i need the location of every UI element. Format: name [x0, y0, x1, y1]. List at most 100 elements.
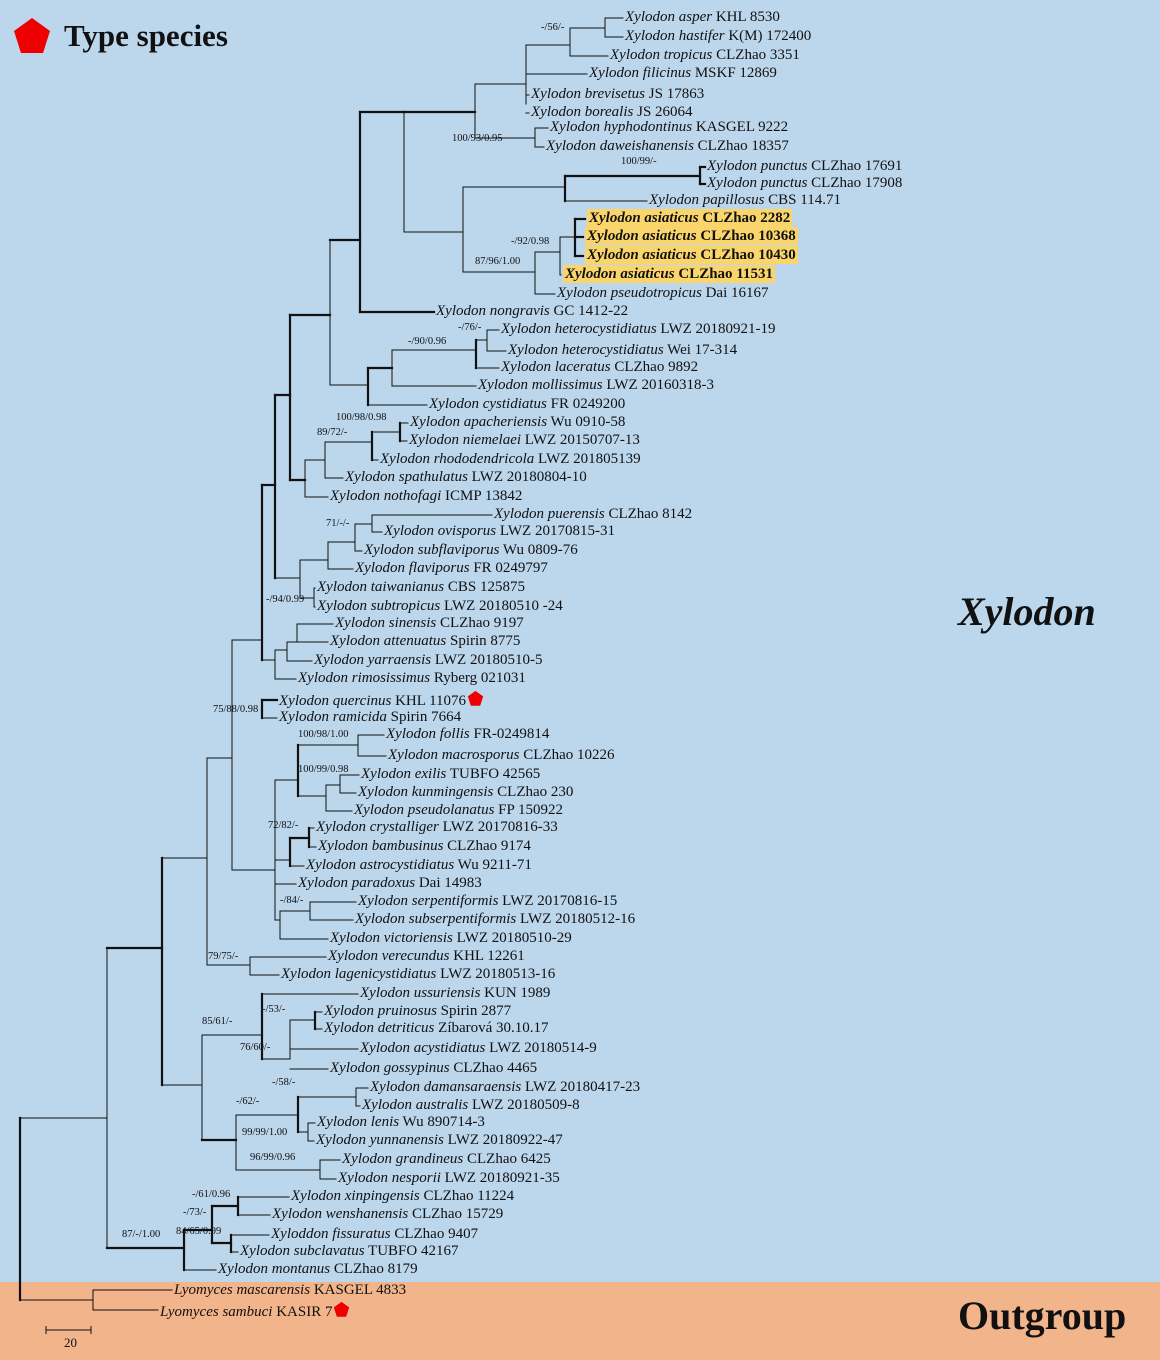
taxon-voucher: LWZ 20180509-8	[468, 1097, 580, 1113]
taxon-species-name: Xylodon tropicus	[610, 47, 713, 63]
support-value: 87/-/1.00	[122, 1229, 161, 1240]
taxon-label: Xylodon nesporii LWZ 20180921-35	[338, 1169, 560, 1187]
taxon-voucher: Wei 17-314	[663, 342, 738, 358]
taxon-label: Lyomyces sambuci KASIR 7	[160, 1301, 350, 1321]
taxon-label: Xylodon flaviporus FR 0249797	[355, 559, 548, 577]
taxon-label: Xylodon punctus CLZhao 17691	[707, 157, 902, 175]
taxon-voucher: CLZhao 8179	[330, 1261, 418, 1277]
taxon-species-name: Xylodon gossypinus	[330, 1060, 450, 1076]
taxon-voucher: LWZ 20180514-9	[485, 1040, 597, 1056]
taxon-label: Xylodon puerensis CLZhao 8142	[494, 505, 692, 523]
taxon-voucher: JS 26064	[633, 104, 693, 120]
taxon-species-name: Xylodon flaviporus	[355, 560, 470, 576]
taxon-species-name: Xylodon subclavatus	[240, 1243, 365, 1259]
taxon-voucher: LWZ 20180921-35	[440, 1170, 560, 1186]
type-species-pentagon-icon	[467, 690, 484, 706]
type-species-pentagon-icon	[334, 1301, 350, 1317]
taxon-species-name: Xylodon damansaraensis	[370, 1079, 522, 1095]
taxon-species-name: Xylodon rhododendricola	[380, 451, 535, 467]
taxon-species-name: Xylodon subflaviporus	[364, 542, 500, 558]
taxon-voucher: KASGEL 9222	[692, 119, 789, 135]
taxon-species-name: Xylodon pseudotropicus	[557, 285, 702, 301]
taxon-species-name: Xylodon ramicida	[279, 709, 387, 725]
taxon-species-name: Xylodon laceratus	[501, 359, 611, 375]
taxon-species-name: Xylodon victoriensis	[330, 930, 453, 946]
support-value: -/76/-	[458, 322, 482, 333]
taxon-voucher: CLZhao 9892	[610, 359, 699, 375]
taxon-species-name: Xylodon asiaticus	[587, 228, 697, 244]
taxon-label: Xylodon pruinosus Spirin 2877	[324, 1002, 511, 1020]
taxon-voucher: FR-0249814	[469, 726, 550, 742]
taxon-species-name: Xylodon paradoxus	[298, 875, 416, 891]
taxon-species-name: Xylodon niemelaei	[409, 432, 522, 448]
taxon-voucher: LWZ 20180510-29	[452, 930, 572, 946]
pentagon-icon	[14, 18, 50, 53]
taxon-species-name: Xylodon asper	[625, 9, 713, 25]
taxon-voucher: MSKF 12869	[691, 65, 777, 81]
taxon-label: Xylodon paradoxus Dai 14983	[298, 874, 482, 892]
support-value: 100/99/-	[621, 156, 657, 167]
taxon-label: Xylodon astrocystidiatus Wu 9211-71	[306, 856, 532, 874]
taxon-species-name: Xyloddon fissuratus	[271, 1226, 391, 1242]
taxon-species-name: Xylodon quercinus	[279, 693, 392, 709]
taxon-voucher: TUBFO 42565	[446, 766, 541, 782]
taxon-species-name: Xylodon rimosissimus	[298, 670, 431, 686]
support-value: -/62/-	[236, 1096, 260, 1107]
taxon-voucher: Dai 16167	[701, 285, 769, 301]
taxon-voucher: LWZ 20180922-47	[443, 1132, 563, 1148]
taxon-voucher: LWZ 20170816-33	[438, 819, 558, 835]
taxon-label: Xylodon asiaticus CLZhao 10430	[585, 246, 798, 264]
taxon-label: Xylodon kunmingensis CLZhao 230	[358, 783, 573, 801]
taxon-label: Xylodon asper KHL 8530	[625, 8, 780, 26]
taxon-label: Xylodon brevisetus JS 17863	[531, 85, 704, 103]
taxon-label: Lyomyces mascarensis KASGEL 4833	[174, 1281, 406, 1299]
taxon-voucher: Dai 14983	[415, 875, 482, 891]
taxon-label: Xylodon ramicida Spirin 7664	[279, 708, 461, 726]
taxon-voucher: CBS 114.71	[764, 192, 841, 208]
taxon-label: Xylodon rimosissimus Ryberg 021031	[298, 669, 526, 687]
taxon-species-name: Xylodon papillosus	[649, 192, 765, 208]
taxon-voucher: CLZhao 9197	[436, 615, 524, 631]
support-value: 84/65/0.99	[176, 1226, 222, 1237]
taxon-species-name: Xylodon crystalliger	[316, 819, 439, 835]
support-value: -/94/0.99	[266, 594, 305, 605]
taxon-label: Xylodon wenshanensis CLZhao 15729	[272, 1205, 503, 1223]
taxon-label: Xylodon asiaticus CLZhao 11531	[563, 265, 775, 283]
taxon-voucher: KHL 11076	[391, 693, 467, 709]
taxon-label: Xylodon grandineus CLZhao 6425	[342, 1150, 551, 1168]
support-value: -/53/-	[262, 1004, 286, 1015]
taxon-species-name: Xylodon nesporii	[338, 1170, 441, 1186]
taxon-species-name: Xylodon hyphodontinus	[550, 119, 693, 135]
taxon-label: Xylodon pseudolanatus FP 150922	[354, 801, 563, 819]
support-value: 87/96/1.00	[475, 256, 521, 267]
taxon-voucher: FR 0249797	[469, 560, 548, 576]
taxon-voucher: TUBFO 42167	[364, 1243, 459, 1259]
taxon-label: Xylodon victoriensis LWZ 20180510-29	[330, 929, 572, 947]
taxon-species-name: Xylodon filicinus	[589, 65, 692, 81]
taxon-label: Xylodon laceratus CLZhao 9892	[501, 358, 698, 376]
taxon-voucher: KUN 1989	[480, 985, 551, 1001]
taxon-species-name: Xylodon daweishanensis	[546, 138, 694, 154]
support-value: 99/99/1.00	[242, 1127, 288, 1138]
taxon-label: Xylodon rhododendricola LWZ 201805139	[380, 450, 641, 468]
taxon-voucher: LWZ 20160318-3	[602, 377, 714, 393]
taxon-voucher: LWZ 20180513-16	[436, 966, 556, 982]
taxon-voucher: Wu 9211-71	[454, 857, 532, 873]
taxon-voucher: CLZhao 18357	[693, 138, 789, 154]
taxon-species-name: Xylodon asiaticus	[589, 210, 699, 226]
taxon-voucher: CLZhao 6425	[463, 1151, 551, 1167]
support-value: -/58/-	[272, 1077, 296, 1088]
taxon-label: Xylodon macrosporus CLZhao 10226	[388, 746, 615, 764]
taxon-label: Xylodon bambusinus CLZhao 9174	[318, 837, 531, 855]
support-value: 85/61/-	[202, 1016, 233, 1027]
taxon-label: Xylodon taiwanianus CBS 125875	[317, 578, 525, 596]
support-value: -/92/0.98	[511, 236, 550, 247]
taxon-species-name: Xylodon bambusinus	[318, 838, 444, 854]
support-value: 75/88/0.98	[213, 704, 259, 715]
taxon-voucher: KASIR 7	[272, 1304, 333, 1320]
taxon-voucher: LWZ 20180921-19	[656, 321, 776, 337]
taxon-label: Xylodon papillosus CBS 114.71	[649, 191, 841, 209]
taxon-voucher: CLZhao 9407	[390, 1226, 479, 1242]
taxon-voucher: CBS 125875	[444, 579, 525, 595]
